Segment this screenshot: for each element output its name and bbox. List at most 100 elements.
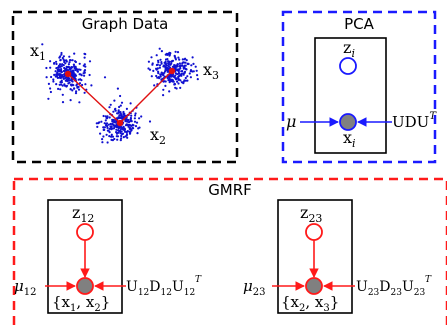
gmrf-observed-node-12: [76, 277, 94, 295]
data-point: [81, 83, 84, 87]
data-point: [115, 131, 118, 134]
data-point: [106, 129, 109, 132]
data-point: [106, 117, 109, 120]
data-point: [129, 118, 132, 121]
data-point: [161, 72, 164, 75]
data-point: [168, 90, 171, 93]
data-point: [100, 120, 103, 123]
data-point: [167, 79, 170, 82]
data-point: [70, 79, 73, 82]
node-x3: [168, 67, 176, 75]
data-point: [84, 83, 87, 86]
data-point: [61, 93, 64, 96]
data-point: [107, 123, 110, 126]
data-point: [102, 126, 105, 129]
data-point: [120, 137, 123, 140]
gmrf-latent-node-12: [76, 223, 94, 241]
data-point: [160, 62, 163, 65]
data-point: [173, 76, 176, 79]
data-point: [72, 75, 76, 78]
data-point: [162, 94, 165, 97]
point-clusters: [41, 43, 199, 144]
data-point: [185, 59, 188, 62]
data-point: [132, 124, 135, 127]
data-point: [106, 126, 109, 129]
gmrf-cov-sup-23: T: [425, 275, 432, 285]
data-point: [129, 131, 132, 134]
data-point: [74, 60, 77, 64]
data-point: [165, 52, 168, 55]
data-point: [165, 64, 169, 67]
data-point: [150, 75, 153, 78]
data-point: [125, 107, 128, 110]
gmrf-observed-label-12: {x1, x2}: [52, 293, 110, 314]
data-point: [113, 99, 116, 102]
data-point: [128, 127, 131, 130]
data-point: [105, 122, 109, 125]
data-point: [134, 114, 137, 117]
data-point: [60, 51, 63, 55]
data-point: [123, 114, 126, 117]
data-point: [117, 110, 120, 113]
data-point: [63, 66, 66, 70]
data-point: [164, 62, 167, 65]
data-point: [178, 62, 181, 65]
data-point: [174, 58, 177, 61]
data-point: [176, 51, 180, 54]
data-point: [155, 63, 158, 67]
data-point: [162, 88, 165, 91]
data-point: [58, 63, 62, 66]
data-point: [171, 59, 174, 63]
gmrf-title: GMRF: [208, 181, 252, 199]
data-point: [69, 88, 72, 91]
data-point: [126, 120, 129, 123]
pca-border: [281, 10, 437, 164]
data-point: [134, 125, 138, 128]
data-point: [147, 67, 150, 70]
data-point: [110, 135, 113, 138]
data-point: [72, 63, 75, 66]
gmrf-plate-12: [47, 199, 123, 314]
data-point: [49, 90, 53, 94]
data-point: [66, 69, 69, 72]
pca-cov-label: UDUT: [392, 111, 437, 131]
data-point: [55, 73, 58, 76]
data-point: [182, 72, 185, 75]
data-point: [155, 54, 158, 57]
data-point: [69, 99, 72, 102]
data-point: [88, 73, 91, 77]
pca-panel: PCA zi xi μ UDUT: [281, 10, 437, 164]
data-point: [152, 69, 155, 72]
data-point: [179, 67, 182, 70]
data-point: [160, 50, 163, 53]
data-point: [125, 133, 129, 136]
data-point: [120, 127, 123, 130]
data-point: [157, 72, 160, 75]
data-point: [49, 87, 52, 90]
label-x2: x2: [150, 125, 166, 147]
data-point: [125, 123, 128, 126]
data-point: [163, 64, 166, 67]
pca-observed-label: xi: [343, 128, 356, 150]
data-point: [118, 114, 121, 117]
data-point: [103, 122, 106, 125]
data-point: [194, 65, 197, 68]
data-point: [60, 53, 63, 56]
data-point: [168, 51, 171, 54]
data-point: [60, 76, 63, 79]
data-point: [55, 60, 58, 63]
data-point: [188, 72, 191, 75]
data-point: [73, 87, 76, 90]
data-point: [61, 101, 65, 104]
data-point: [73, 52, 76, 55]
graph-data-panel: Graph Data x1 x2 x3: [11, 10, 239, 164]
data-point: [111, 119, 114, 122]
data-point: [183, 79, 186, 82]
data-point: [138, 117, 141, 120]
data-point: [52, 80, 55, 83]
data-point: [122, 110, 125, 114]
data-point: [57, 64, 61, 68]
data-point: [195, 69, 198, 72]
data-point: [160, 61, 163, 64]
